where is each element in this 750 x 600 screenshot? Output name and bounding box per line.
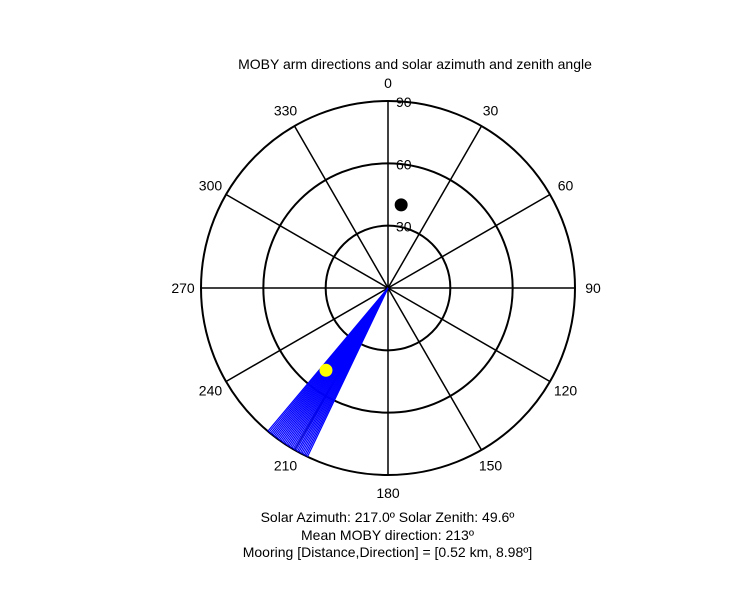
black-point: [394, 198, 408, 212]
data-points: [319, 198, 408, 377]
angle-label-30: 30: [483, 102, 499, 118]
tick-labels: 0 30 60 90 120 150 180 210 240 270 300 330 30 60 90: [171, 75, 601, 501]
angle-label-60: 60: [558, 178, 574, 194]
angle-label-330: 330: [274, 102, 298, 118]
chart-title: MOBY arm directions and solar azimuth an…: [238, 56, 592, 72]
angle-label-0: 0: [384, 75, 392, 91]
angle-label-180: 180: [376, 485, 400, 501]
angle-label-150: 150: [479, 458, 503, 474]
angle-label-90: 90: [585, 280, 601, 296]
radial-label-90: 90: [396, 94, 412, 110]
spoke-150: [387, 287, 483, 451]
spoke-300: [225, 193, 389, 289]
spoke-330: [293, 125, 389, 289]
spoke-240: [225, 287, 389, 383]
radial-label-30: 30: [396, 219, 412, 235]
radial-label-60: 60: [396, 156, 412, 172]
spoke-120: [387, 287, 551, 383]
spoke-30: [387, 125, 483, 289]
solar-info-line: Solar Azimuth: 217.0º Solar Zenith: 49.6…: [260, 509, 515, 525]
angle-label-270: 270: [171, 280, 195, 296]
angle-label-240: 240: [199, 383, 223, 399]
angle-label-210: 210: [274, 458, 298, 474]
arm-line-29: [267, 287, 389, 432]
angle-label-120: 120: [554, 383, 578, 399]
sun-point: [319, 363, 333, 377]
mooring-line: Mooring [Distance,Direction] = [0.52 km,…: [242, 544, 533, 560]
angle-label-300: 300: [199, 178, 223, 194]
arm-lines: [267, 287, 389, 458]
moby-direction-line: Mean MOBY direction: 213º: [301, 527, 474, 543]
spoke-60: [387, 193, 551, 289]
